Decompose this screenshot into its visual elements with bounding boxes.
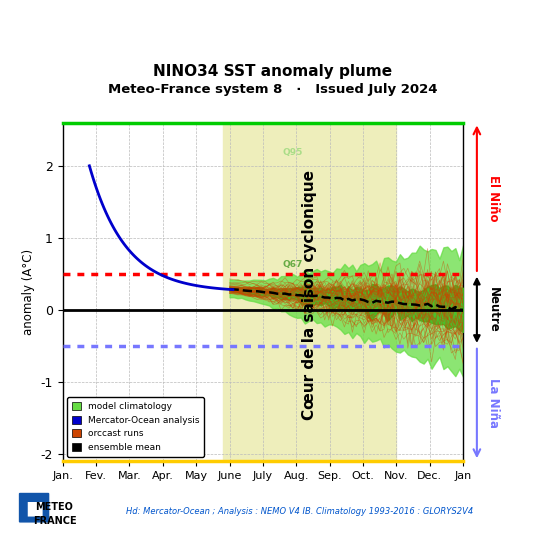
Text: Q67: Q67 [283,260,304,269]
Text: La Niña: La Niña [487,378,500,429]
Legend: model climatology, Mercator-Ocean analysis, orccast runs, ensemble mean: model climatology, Mercator-Ocean analys… [67,398,204,457]
Text: FRANCE: FRANCE [33,516,76,526]
Text: Hd: Mercator-Ocean ; Analysis : NEMO V4 IB. Climatology 1993-2016 : GLORYS2V4: Hd: Mercator-Ocean ; Analysis : NEMO V4 … [126,507,474,516]
Text: Cœur de la saison cyclonique: Cœur de la saison cyclonique [302,171,317,421]
Text: Neutre: Neutre [487,287,500,333]
Text: Q95: Q95 [283,148,304,157]
Text: El Niño: El Niño [487,175,500,221]
Text: METEO: METEO [35,503,74,512]
Y-axis label: anomaly (A°C): anomaly (A°C) [22,249,35,335]
Bar [223,123,396,461]
Text: NINO34 SST anomaly plume: NINO34 SST anomaly plume [153,64,392,79]
FancyBboxPatch shape [18,492,50,523]
Text: Meteo-France system 8   ·   Issued July 2024: Meteo-France system 8 · Issued July 2024 [108,83,437,96]
Text: ■: ■ [25,498,43,517]
